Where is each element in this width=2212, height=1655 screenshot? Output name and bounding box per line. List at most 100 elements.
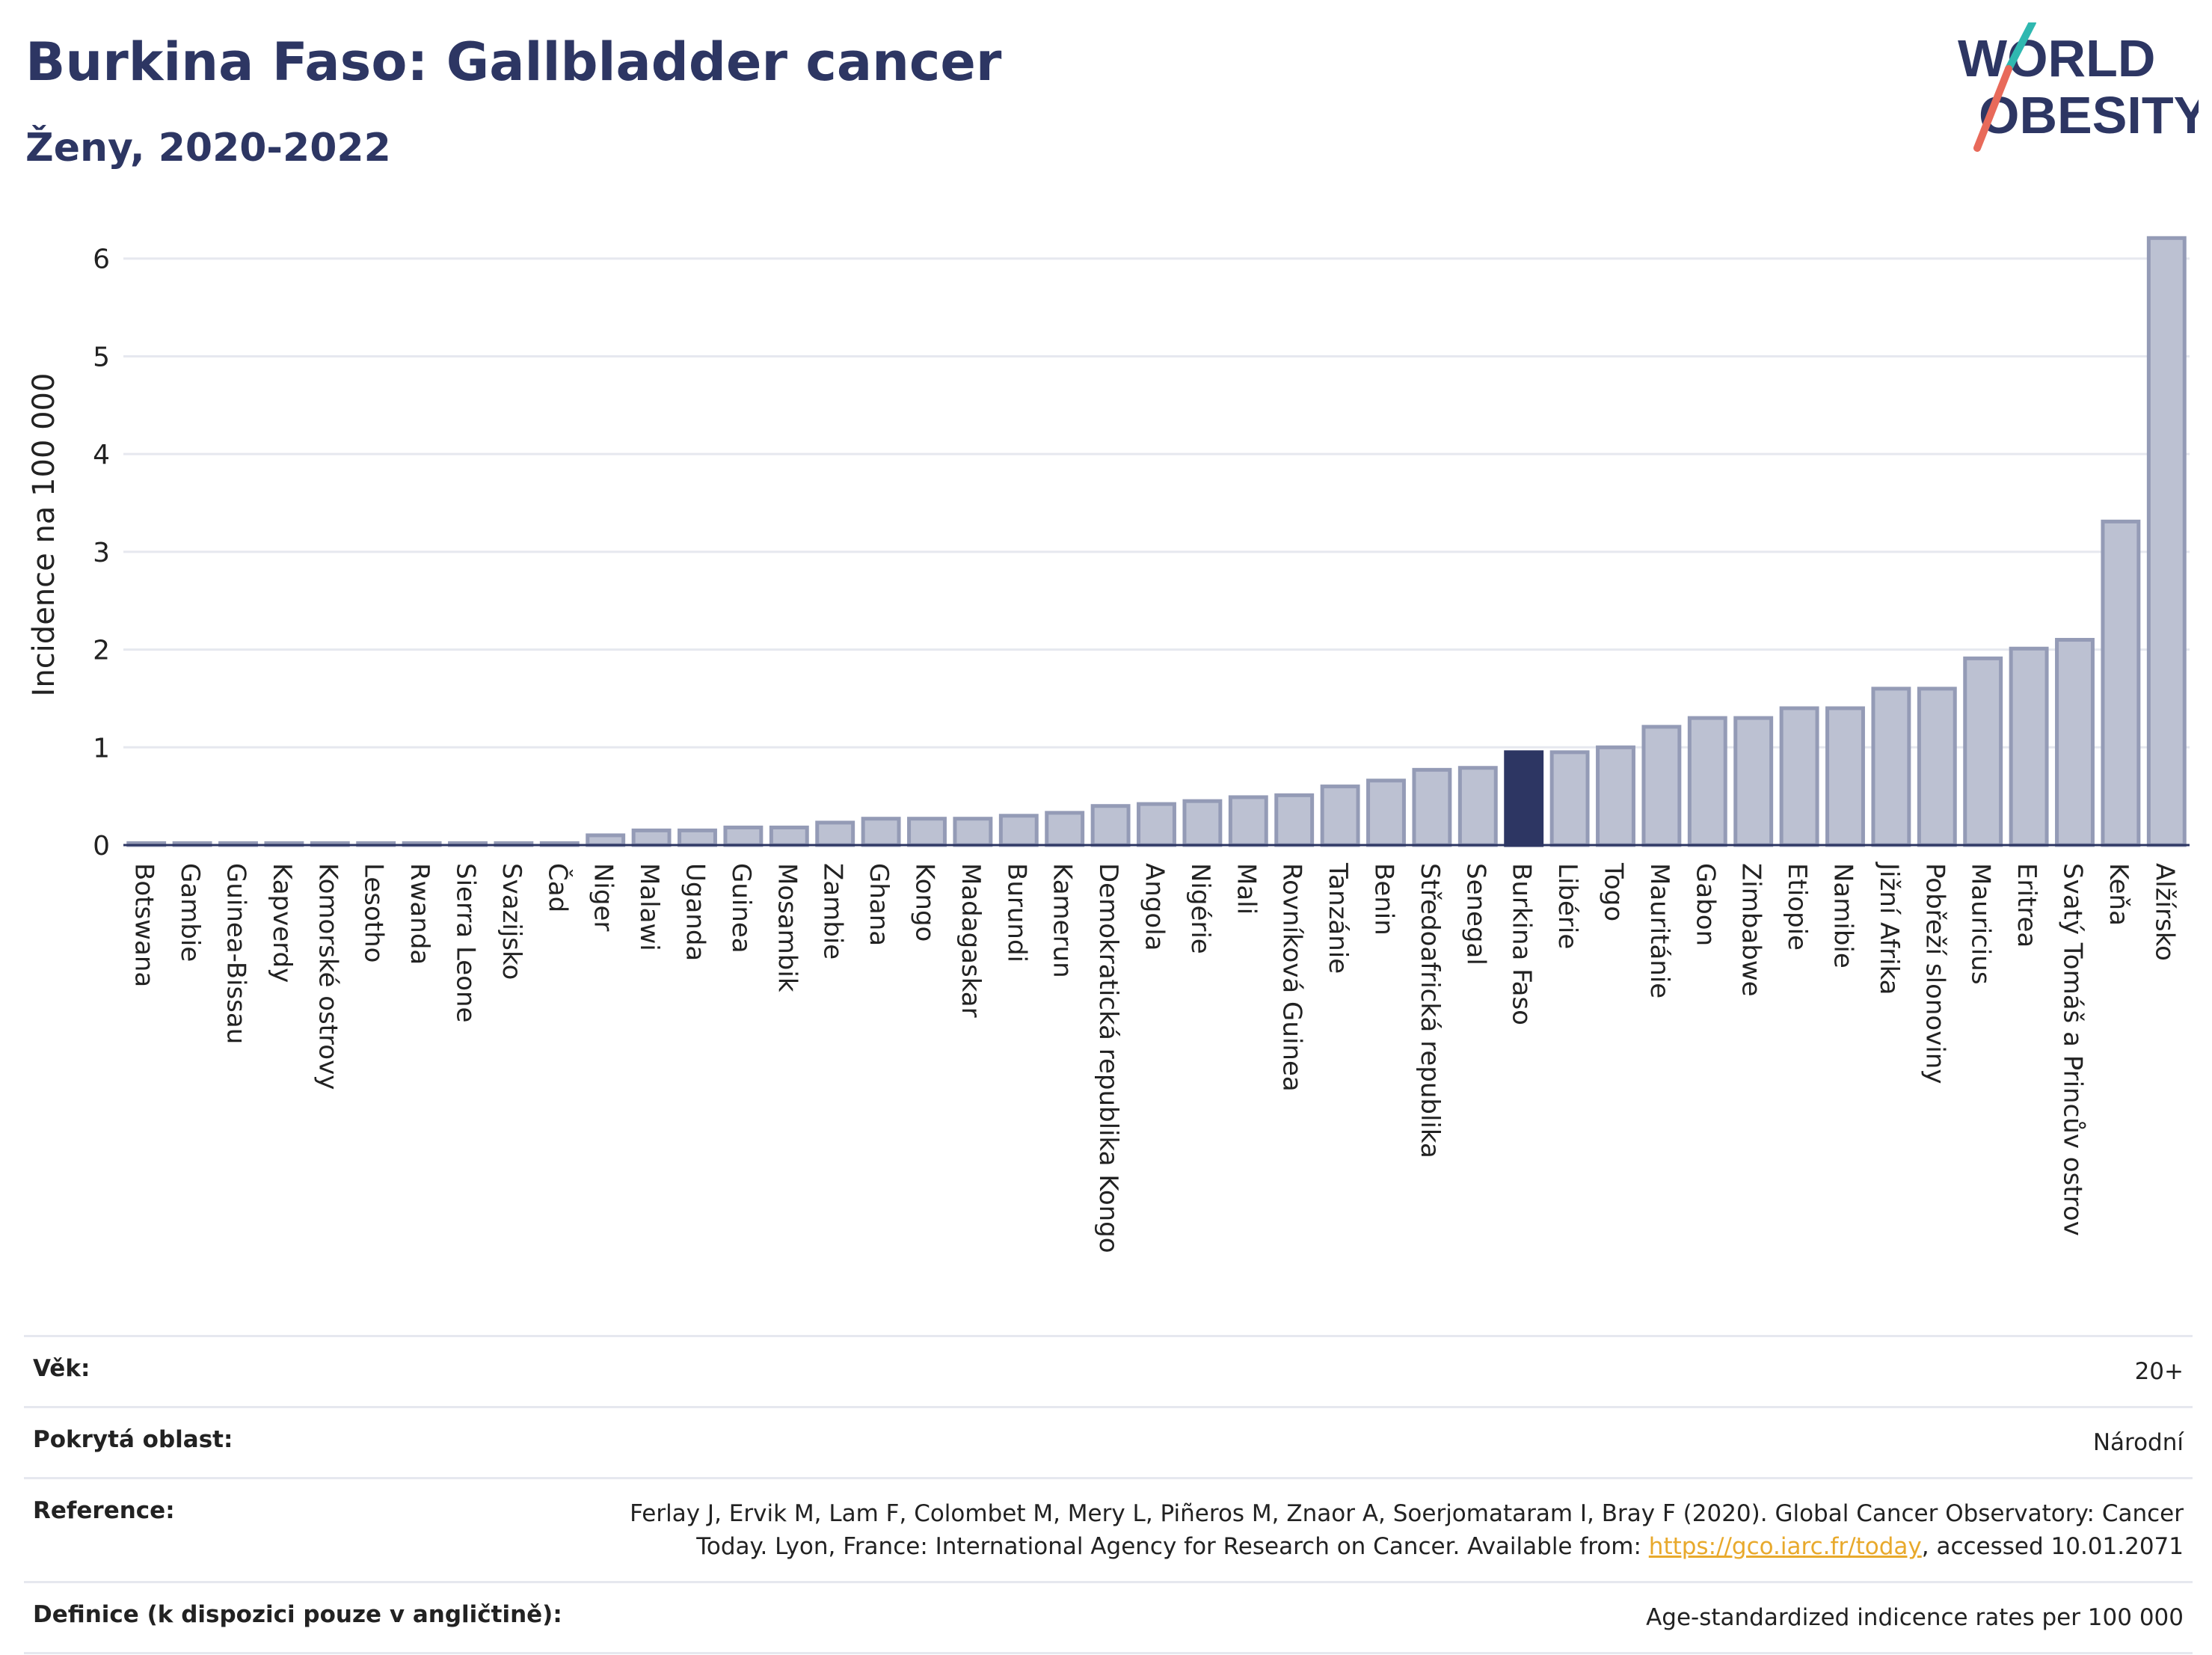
x-tick-label: Libérie <box>1552 863 1582 949</box>
bar <box>1733 716 1774 847</box>
bar <box>1137 802 1176 847</box>
y-tick-label: 2 <box>93 636 110 666</box>
x-tick-label: Senegal <box>1460 863 1490 965</box>
x-tick-label: Botswana <box>129 863 159 987</box>
x-tick-label: Uganda <box>681 863 710 961</box>
bar <box>1549 750 1590 847</box>
x-tick-label: Mosambik <box>772 863 802 992</box>
x-tick-label: Togo <box>1599 862 1629 921</box>
logo-word-world: WORLD <box>1958 29 2155 87</box>
bar-chart: 0 1 2 3 4 5 6 Incidence na 100 000 Botswana Gambi… <box>27 236 2190 1253</box>
meta-row-definition: Definice (k dispozici pouze v angličtině… <box>24 1581 2193 1654</box>
x-tick-label: Benin <box>1369 863 1399 936</box>
logo-slash-coral <box>1973 65 2012 152</box>
bar <box>1090 804 1131 847</box>
bar <box>769 825 809 847</box>
bar <box>1045 811 1085 847</box>
logo-word-obesity: OBESITY <box>1979 86 2199 144</box>
area-label: Pokrytá oblast: <box>33 1426 233 1453</box>
bar <box>1779 706 1819 847</box>
bar <box>1182 799 1223 847</box>
x-tick-label: Kamerun <box>1048 863 1078 978</box>
meta-row-reference: Reference: Ferlay J, Ervik M, Lam F, Col… <box>24 1477 2193 1581</box>
bar <box>1274 793 1315 847</box>
bar <box>586 833 626 847</box>
area-value: Národní <box>2092 1429 2184 1456</box>
y-tick-label: 6 <box>93 245 110 275</box>
bar <box>953 817 993 847</box>
x-tick-label: Rovníková Guinea <box>1277 863 1307 1092</box>
bar <box>1366 779 1406 847</box>
bar <box>2055 638 2095 847</box>
reference-line2: Today. Lyon, France: International Agenc… <box>696 1533 1649 1560</box>
reference-label: Reference: <box>33 1497 175 1524</box>
y-tick-label: 3 <box>93 538 110 568</box>
bar <box>1687 716 1727 847</box>
bar <box>1457 766 1498 847</box>
bar <box>723 825 764 847</box>
x-tick-label: Etiopie <box>1782 863 1812 951</box>
x-tick-label: Angola <box>1140 863 1170 951</box>
x-tick-label: Zambie <box>818 863 848 959</box>
x-tick-label: Kongo <box>910 863 940 942</box>
x-tick-label: Gambie <box>175 863 205 962</box>
x-tick-label: Jižní Afrika <box>1874 862 1904 995</box>
x-tick-label: Sierra Leone <box>451 863 481 1022</box>
chart-subtitle: Ženy, 2020-2022 <box>25 126 391 171</box>
definition-label: Definice (k dispozici pouze v angličtině… <box>33 1601 562 1628</box>
bar <box>1412 767 1452 847</box>
bar <box>1228 795 1268 847</box>
x-tick-label: Namibie <box>1828 863 1858 968</box>
bar <box>1504 750 1544 847</box>
bar <box>2101 519 2141 847</box>
logo-slash-teal <box>2005 22 2036 73</box>
bar <box>1320 784 1360 847</box>
bar <box>2009 646 2049 847</box>
metadata-table: Věk: 20+ Pokrytá oblast: Národní Referen… <box>24 1335 2193 1654</box>
x-tick-label: Demokratická republika Kongo <box>1093 863 1123 1253</box>
bar <box>1871 687 1911 847</box>
definition-value: Age-standardized indicence rates per 100… <box>1646 1604 2184 1631</box>
age-value: 20+ <box>2134 1358 2184 1385</box>
world-obesity-logo: WORLD OBESITY <box>1958 22 2199 152</box>
bar <box>861 817 901 847</box>
x-tick-label: Alžírsko <box>2149 863 2179 961</box>
bar <box>631 828 672 847</box>
bar <box>1963 656 2003 847</box>
reference-accessed: , accessed 10.01.2071 <box>1921 1533 2184 1560</box>
bar <box>1825 706 1865 847</box>
x-tick-label: Malawi <box>634 863 664 951</box>
x-tick-label: Kapverdy <box>267 863 297 983</box>
age-label: Věk: <box>33 1355 90 1382</box>
x-tick-label: Niger <box>589 863 618 931</box>
meta-row-area: Pokrytá oblast: Národní <box>24 1406 2193 1477</box>
x-tick-label: Guinea-Bissau <box>221 863 251 1044</box>
y-tick-label: 5 <box>93 342 110 372</box>
x-tick-label: Keňa <box>2104 863 2133 926</box>
y-tick-label: 0 <box>93 831 110 862</box>
reference-link[interactable]: https://gco.iarc.fr/today <box>1648 1533 1922 1560</box>
x-tick-label: Madagaskar <box>956 863 986 1018</box>
reference-line1: Ferlay J, Ervik M, Lam F, Colombet M, Me… <box>630 1500 2184 1527</box>
bar <box>2146 236 2187 847</box>
x-tick-label: Burkina Faso <box>1507 863 1537 1025</box>
x-tick-label: Rwanda <box>405 863 434 965</box>
x-tick-label: Zimbabwe <box>1736 863 1766 997</box>
x-tick-label: Svazijsko <box>497 863 526 980</box>
y-axis-label: Incidence na 100 000 <box>27 373 61 697</box>
x-tick-label: Ghana <box>864 863 894 946</box>
x-tick-label: Nigérie <box>1185 863 1215 954</box>
x-tick-label: Komorské ostrovy <box>313 863 342 1090</box>
x-tick-label: Mali <box>1231 863 1261 915</box>
y-tick-label: 4 <box>93 440 110 470</box>
bar <box>998 814 1039 847</box>
bar <box>678 828 717 847</box>
x-tick-label: Gabon <box>1690 863 1720 946</box>
chart-title: Burkina Faso: Gallbladder cancer <box>25 31 1002 93</box>
x-tick-label: Pobřeží slonoviny <box>1920 863 1950 1084</box>
bar <box>907 817 947 847</box>
bar <box>1596 745 1635 847</box>
y-tick-label: 1 <box>93 733 110 764</box>
x-tick-label: Mauricius <box>1966 863 1996 985</box>
x-tick-label: Burundi <box>1001 863 1031 962</box>
